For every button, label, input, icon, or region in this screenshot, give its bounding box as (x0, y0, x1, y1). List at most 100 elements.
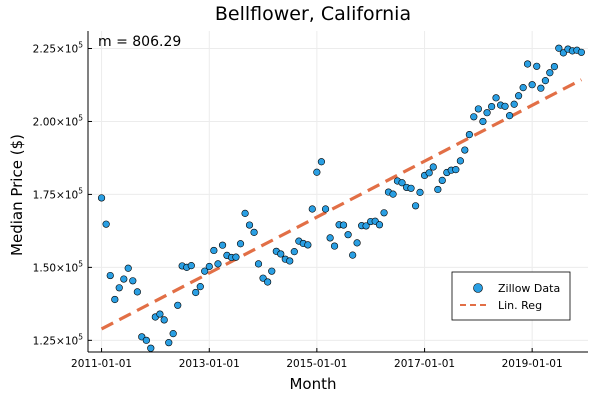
data-point (264, 278, 272, 286)
data-point (434, 185, 442, 194)
data-point (313, 168, 321, 176)
data-point (470, 113, 478, 121)
data-point (501, 102, 509, 110)
legend: Zillow Data Lin. Reg (451, 271, 571, 321)
data-point (523, 60, 532, 68)
data-point (555, 44, 563, 52)
data-point (546, 69, 554, 77)
data-point (537, 84, 545, 92)
data-point (124, 264, 132, 272)
data-point (533, 62, 541, 70)
legend-box (451, 271, 571, 321)
data-point (344, 231, 352, 239)
regression-line (100, 78, 583, 331)
data-point (201, 267, 209, 275)
data-point (218, 241, 227, 249)
data-point (232, 253, 240, 261)
data-point (245, 221, 254, 229)
data-point (479, 117, 487, 126)
data-point (196, 283, 204, 291)
data-point (129, 277, 137, 285)
x-tick-label: 2019-01-01 (502, 358, 563, 370)
y-tick-label: 1.50×105 (33, 259, 84, 274)
data-point (169, 330, 177, 338)
data-point (106, 271, 114, 280)
data-point (461, 146, 469, 154)
data-point (160, 316, 168, 324)
data-point (277, 250, 285, 258)
data-point (304, 241, 312, 249)
y-axis-label: Median Price ($) (8, 134, 26, 256)
data-point (241, 209, 249, 217)
data-point (205, 262, 213, 271)
data-point (111, 295, 119, 304)
data-point (147, 344, 155, 352)
data-point (407, 184, 415, 192)
data-point (330, 242, 339, 250)
y-tick-label: 2.25×105 (33, 41, 84, 56)
x-tick-label: 2011-01-01 (71, 358, 132, 370)
x-axis-ticks: 2011-01-01 2013-01-01 2015-01-01 2017-01-01… (71, 348, 563, 370)
chart-title: Bellflower, California (215, 3, 411, 25)
data-point (259, 274, 267, 282)
data-point (425, 169, 433, 177)
slope-annotation: m = 806.29 (98, 34, 181, 50)
data-point (120, 275, 128, 283)
y-tick-label: 1.75×105 (33, 186, 84, 201)
x-tick-label: 2017-01-01 (394, 358, 455, 370)
data-point (559, 49, 567, 57)
data-point (492, 94, 500, 102)
data-point (349, 251, 357, 259)
x-tick-label: 2013-01-01 (179, 358, 240, 370)
data-point (398, 179, 406, 187)
data-point (308, 205, 316, 213)
data-point (362, 222, 370, 230)
data-point (416, 188, 424, 196)
data-point (353, 239, 361, 247)
legend-label-linreg: Lin. Reg (498, 299, 542, 312)
data-point (286, 257, 294, 265)
data-point (165, 339, 173, 347)
data-point (133, 288, 141, 296)
data-point (483, 109, 491, 117)
data-point (254, 260, 263, 268)
data-point (380, 209, 388, 217)
data-point (326, 234, 334, 242)
x-tick-label: 2015-01-01 (286, 358, 347, 370)
data-point (411, 202, 420, 210)
data-point (192, 288, 200, 297)
data-point (438, 176, 446, 185)
data-point (339, 221, 348, 229)
y-tick-label: 2.00×105 (33, 113, 84, 128)
data-point (510, 100, 518, 108)
scatter-points (97, 44, 585, 352)
data-point (290, 248, 298, 256)
data-point (187, 262, 195, 270)
data-point (528, 81, 536, 89)
data-point (142, 336, 150, 344)
data-point (389, 190, 397, 198)
grid (88, 31, 588, 352)
data-point (514, 92, 523, 100)
data-point (577, 48, 585, 56)
data-point (250, 228, 258, 236)
regression-line-layer (100, 78, 583, 331)
data-point (452, 166, 460, 174)
data-point (429, 163, 437, 171)
data-point (156, 310, 164, 318)
data-point (210, 246, 218, 255)
data-point (456, 157, 464, 165)
data-point (97, 194, 106, 202)
data-point (236, 240, 245, 248)
legend-label-zillow: Zillow Data (498, 282, 560, 295)
legend-marker-icon (473, 283, 483, 293)
data-point (465, 130, 473, 139)
axes (87, 31, 588, 353)
x-axis-label: Month (289, 375, 336, 393)
data-point (506, 112, 514, 120)
data-point (102, 220, 110, 228)
data-point (174, 301, 182, 309)
data-point (550, 63, 559, 71)
data-point (321, 205, 330, 213)
